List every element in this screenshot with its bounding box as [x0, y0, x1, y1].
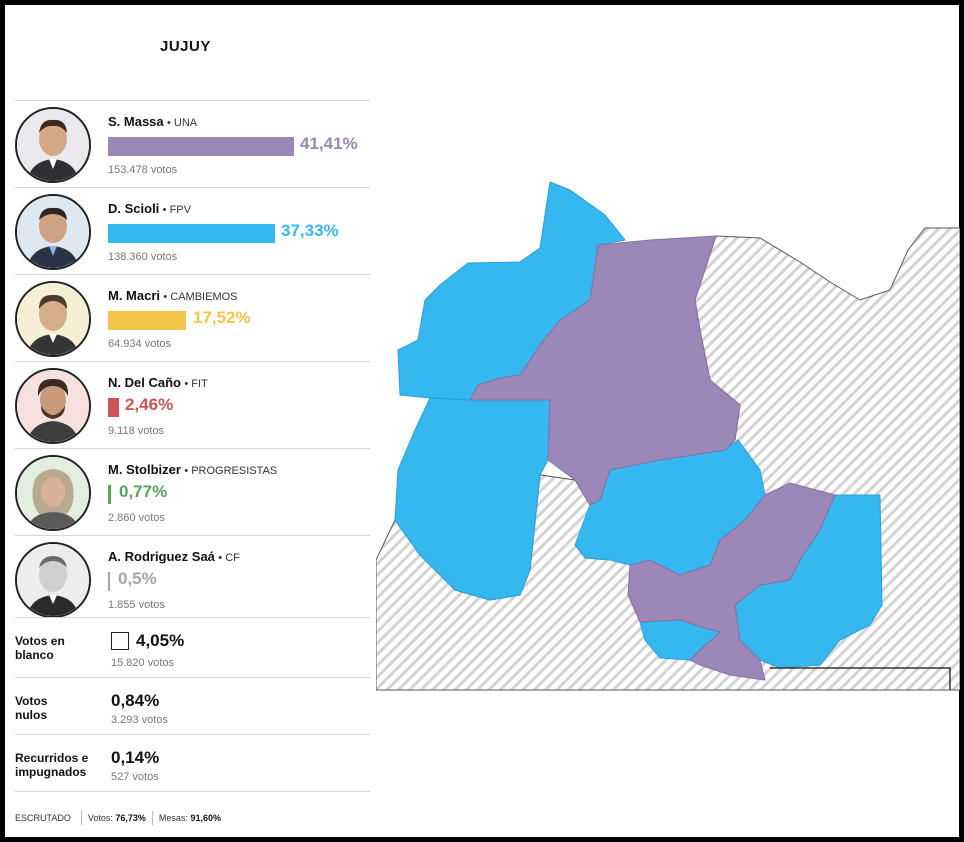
avatar-del-cano	[15, 368, 91, 444]
vote-pct-massa: 41,41%	[300, 134, 358, 153]
vote-count-massa: 153.478 votos	[108, 164, 178, 176]
candidate-name-line: S. Massa • UNA	[108, 114, 198, 129]
candidate-name-line: M. Stolbizer • PROGRESISTAS	[108, 462, 278, 477]
candidate-party: CAMBIEMOS	[170, 291, 238, 303]
province-results-map	[376, 181, 960, 691]
candidate-name: M. Macri	[108, 288, 161, 303]
votos-value: 76,73%	[115, 813, 146, 823]
vote-count-stolbizer: 2.860 votos	[108, 512, 165, 524]
vote-pct-del-cano: 2,46%	[125, 395, 174, 414]
challenged-votes-count: 527 votos	[111, 771, 159, 783]
vote-bar-massa	[108, 137, 294, 156]
challenged-votes-row: Recurridos e impugnados 0,14% 527 votos	[15, 734, 370, 791]
candidate-name-line: D. Scioli • FPV	[108, 201, 191, 216]
candidate-name-line: A. Rodriguez Saá • CF	[108, 549, 240, 564]
blank-votes-pct: 4,05%	[136, 631, 185, 650]
scrutiny-footer: ESCRUTADO Votos: 76,73% Mesas: 91,60%	[15, 791, 370, 831]
candidate-row-rodriguez-saa[interactable]: A. Rodriguez Saá • CF 0,5% 1.855 votos	[15, 535, 370, 622]
candidate-party: PROGRESISTAS	[191, 465, 278, 477]
avatar-rodriguez-saa	[15, 542, 91, 618]
votos-label: Votos:	[87, 813, 113, 823]
vote-count-macri: 64.934 votos	[108, 338, 171, 350]
candidate-name: D. Scioli	[108, 201, 160, 216]
candidate-row-scioli[interactable]: D. Scioli • FPV 37,33% 138.360 votos	[15, 187, 370, 274]
mesas-label: Mesas:	[158, 813, 188, 823]
escrutado-label: ESCRUTADO	[15, 813, 71, 823]
blank-vote-box	[111, 632, 129, 650]
scrutiny-row: ESCRUTADO Votos: 76,73% Mesas: 91,60%	[15, 811, 221, 825]
candidate-name: M. Stolbizer	[108, 462, 181, 477]
blank-votes-row: Votos en blanco 4,05% 15.820 votos	[15, 617, 370, 677]
province-title: JUJUY	[160, 38, 211, 55]
vote-bar-scioli	[108, 224, 275, 243]
vote-pct-scioli: 37,33%	[281, 221, 339, 240]
vote-bar-rodriguez-saa	[108, 572, 110, 591]
vote-bar-stolbizer	[108, 485, 111, 504]
map-border-line	[770, 667, 951, 690]
vote-count-scioli: 138.360 votos	[108, 251, 178, 263]
vote-count-del-cano: 9.118 votos	[108, 425, 165, 437]
candidate-row-massa[interactable]: S. Massa • UNA 41,41% 153.478 votos	[15, 100, 370, 187]
avatar-macri	[15, 281, 91, 357]
candidate-party: UNA	[173, 117, 198, 129]
null-votes-label: Votos nulos	[15, 694, 48, 722]
candidate-row-stolbizer[interactable]: M. Stolbizer • PROGRESISTAS 0,77% 2.860 …	[15, 448, 370, 535]
blank-votes-count: 15.820 votos	[111, 657, 174, 669]
candidate-name: S. Massa	[108, 114, 164, 129]
candidate-name-line: N. Del Caño • FIT	[108, 375, 208, 390]
vote-bar-macri	[108, 311, 186, 330]
region-massa-south	[627, 482, 836, 681]
candidate-name: A. Rodriguez Saá	[108, 549, 215, 564]
challenged-votes-pct: 0,14%	[111, 748, 160, 767]
candidate-row-macri[interactable]: M. Macri • CAMBIEMOS 17,52% 64.934 votos	[15, 274, 370, 361]
avatar-stolbizer	[15, 455, 91, 531]
candidate-row-del-cano[interactable]: N. Del Caño • FIT 2,46% 9.118 votos	[15, 361, 370, 448]
avatar-scioli	[15, 194, 91, 270]
null-votes-count: 3.293 votos	[111, 714, 168, 726]
vote-count-rodriguez-saa: 1.855 votos	[108, 599, 165, 611]
vote-pct-rodriguez-saa: 0,5%	[118, 569, 157, 588]
null-votes-row: Votos nulos 0,84% 3.293 votos	[15, 677, 370, 734]
null-votes-pct: 0,84%	[111, 691, 160, 710]
region-massa-north	[469, 235, 741, 506]
candidate-name-line: M. Macri • CAMBIEMOS	[108, 288, 238, 303]
candidate-party: CF	[225, 552, 240, 564]
vote-bar-del-cano	[108, 398, 119, 417]
vote-pct-stolbizer: 0,77%	[119, 482, 168, 501]
blank-votes-label: Votos en blanco	[15, 634, 65, 662]
challenged-votes-label: Recurridos e impugnados	[15, 751, 89, 779]
candidate-party: FIT	[191, 378, 208, 390]
avatar-massa	[15, 107, 91, 183]
mesas-value: 91,60%	[190, 813, 221, 823]
vote-pct-macri: 17,52%	[193, 308, 251, 327]
candidate-party: FPV	[169, 204, 191, 216]
candidate-name: N. Del Caño	[108, 375, 181, 390]
